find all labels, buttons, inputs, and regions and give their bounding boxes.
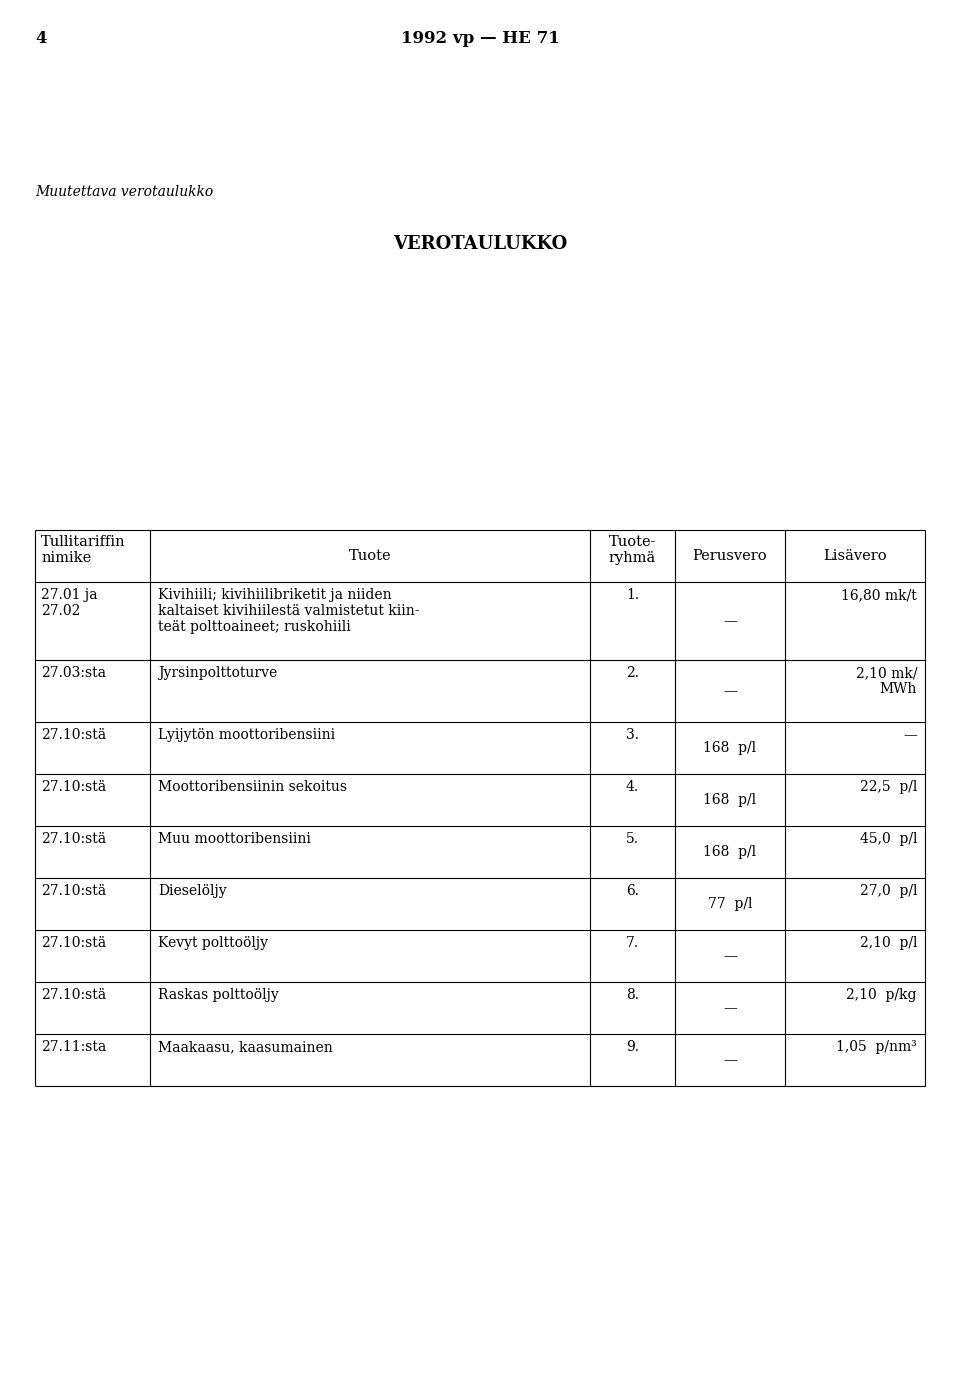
Text: Dieselöljy: Dieselöljy [158, 883, 227, 897]
Text: 27.10:stä: 27.10:stä [41, 988, 107, 1002]
Text: Maakaasu, kaasumainen: Maakaasu, kaasumainen [158, 1040, 333, 1054]
Text: —: — [723, 1001, 737, 1015]
Text: Tullitariffin
nimike: Tullitariffin nimike [41, 535, 126, 566]
Text: 27.01 ja
27.02: 27.01 ja 27.02 [41, 588, 98, 619]
Text: Tuote: Tuote [348, 549, 392, 563]
Text: Lisävero: Lisävero [823, 549, 887, 563]
Text: 27.10:stä: 27.10:stä [41, 883, 107, 897]
Text: —: — [723, 685, 737, 699]
Text: 2,10 mk/
MWh: 2,10 mk/ MWh [855, 666, 917, 696]
Text: 168  p/l: 168 p/l [704, 846, 756, 860]
Text: 8.: 8. [626, 988, 639, 1002]
Text: Tuote-
ryhmä: Tuote- ryhmä [609, 535, 657, 566]
Text: 22,5  p/l: 22,5 p/l [859, 780, 917, 794]
Text: 27.03:sta: 27.03:sta [41, 666, 106, 680]
Text: Muu moottoribensiini: Muu moottoribensiini [158, 832, 311, 846]
Text: 6.: 6. [626, 883, 639, 897]
Text: 1992 vp — HE 71: 1992 vp — HE 71 [400, 29, 560, 48]
Text: Raskas polttoöljy: Raskas polttoöljy [158, 988, 278, 1002]
Text: 4.: 4. [626, 780, 639, 794]
Text: —: — [903, 728, 917, 742]
Text: 3.: 3. [626, 728, 639, 742]
Text: 27.10:stä: 27.10:stä [41, 832, 107, 846]
Text: Perusvero: Perusvero [693, 549, 767, 563]
Text: Muutettava verotaulukko: Muutettava verotaulukko [35, 185, 213, 199]
Text: Lyijytön moottoribensiini: Lyijytön moottoribensiini [158, 728, 335, 742]
Text: 1,05  p/nm³: 1,05 p/nm³ [836, 1040, 917, 1054]
Text: 27,0  p/l: 27,0 p/l [859, 883, 917, 897]
Text: 16,80 mk/t: 16,80 mk/t [841, 588, 917, 602]
Text: 5.: 5. [626, 832, 639, 846]
Text: 2,10  p/kg: 2,10 p/kg [847, 988, 917, 1002]
Text: 77  p/l: 77 p/l [708, 897, 753, 911]
Text: —: — [723, 949, 737, 963]
Text: 45,0  p/l: 45,0 p/l [859, 832, 917, 846]
Text: 27.10:stä: 27.10:stä [41, 937, 107, 951]
Text: 1.: 1. [626, 588, 639, 602]
Text: Jyrsinpolttoturve: Jyrsinpolttoturve [158, 666, 277, 680]
Text: —: — [723, 615, 737, 629]
Text: 9.: 9. [626, 1040, 639, 1054]
Text: 2,10  p/l: 2,10 p/l [859, 937, 917, 951]
Text: Kivihiili; kivihiilibriketit ja niiden
kaltaiset kivihiilestä valmistetut kiin-
: Kivihiili; kivihiilibriketit ja niiden k… [158, 588, 420, 634]
Text: 168  p/l: 168 p/l [704, 792, 756, 806]
Text: VEROTAULUKKO: VEROTAULUKKO [393, 235, 567, 253]
Text: 4: 4 [35, 29, 46, 48]
Text: 2.: 2. [626, 666, 639, 680]
Text: 7.: 7. [626, 937, 639, 951]
Text: —: — [723, 1053, 737, 1067]
Text: Moottoribensiinin sekoitus: Moottoribensiinin sekoitus [158, 780, 347, 794]
Text: 27.10:stä: 27.10:stä [41, 728, 107, 742]
Text: 27.11:sta: 27.11:sta [41, 1040, 107, 1054]
Text: Kevyt polttoöljy: Kevyt polttoöljy [158, 937, 268, 951]
Text: 168  p/l: 168 p/l [704, 741, 756, 755]
Text: 27.10:stä: 27.10:stä [41, 780, 107, 794]
